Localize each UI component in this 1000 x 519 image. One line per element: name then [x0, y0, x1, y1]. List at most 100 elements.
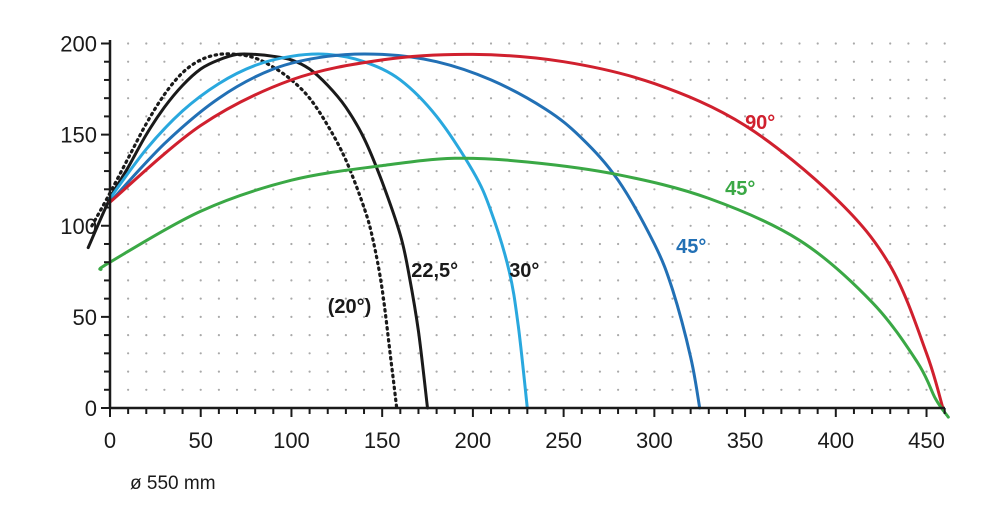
grid-dot — [562, 315, 565, 318]
grid-dot — [653, 206, 656, 209]
grid-dot — [489, 279, 493, 282]
grid-dot — [943, 97, 946, 100]
grid-dot — [834, 170, 837, 173]
grid-dot — [326, 242, 329, 246]
grid-dot — [489, 297, 493, 300]
grid-dot — [381, 151, 384, 154]
grid-dot — [235, 315, 239, 318]
grid-dot — [471, 352, 474, 355]
grid-dot — [544, 97, 547, 100]
grid-dot — [163, 133, 166, 136]
grid-dot — [508, 60, 511, 63]
grid-dot — [127, 115, 130, 118]
grid-dot — [453, 352, 456, 355]
grid-dot — [471, 315, 474, 318]
grid-dot — [671, 279, 674, 282]
grid-dot — [235, 78, 239, 81]
grid-dot — [272, 151, 275, 154]
grid-dot — [217, 261, 220, 264]
grid-dot — [489, 115, 493, 118]
grid-dot — [889, 60, 892, 63]
grid-dot — [671, 170, 674, 173]
grid-dot — [290, 279, 293, 282]
grid-dot — [489, 188, 493, 191]
grid-dot — [544, 352, 547, 355]
grid-dot — [362, 388, 366, 391]
grid-dot — [889, 352, 892, 355]
grid-dot — [617, 206, 620, 209]
grid-dot — [762, 388, 765, 391]
grid-dot — [707, 370, 710, 373]
grid-dot — [526, 115, 529, 118]
grid-dot — [199, 334, 202, 337]
grid-dot — [489, 224, 493, 227]
grid-dot — [580, 370, 583, 373]
grid-dot — [235, 97, 239, 100]
grid-dot — [417, 188, 420, 191]
grid-dot — [671, 42, 674, 45]
grid-dot — [852, 170, 856, 173]
grid-dot — [199, 370, 202, 373]
grid-dot — [453, 297, 456, 300]
grid-dot — [780, 297, 783, 300]
grid-dot — [762, 115, 765, 118]
grid-dot — [254, 42, 257, 45]
grid-dot — [254, 151, 257, 154]
grid-dot — [417, 388, 420, 391]
grid-dot — [181, 315, 184, 318]
grid-dot — [580, 60, 583, 63]
grid-dot — [272, 370, 275, 373]
grid-dot — [834, 188, 837, 191]
grid-dot — [163, 261, 166, 264]
grid-dot — [199, 188, 202, 191]
grid-dot — [562, 334, 565, 337]
grid-dot — [689, 315, 692, 318]
grid-dot — [127, 188, 130, 191]
grid-dot — [689, 170, 692, 173]
grid-dot — [417, 115, 420, 118]
grid-dot — [344, 297, 347, 300]
grid-dot — [362, 115, 366, 118]
grid-dot — [308, 388, 311, 391]
grid-dot — [145, 206, 148, 209]
grid-dot — [907, 334, 910, 337]
grid-dot — [217, 334, 220, 337]
grid-dot — [780, 42, 783, 45]
grid-dot — [617, 170, 620, 173]
grid-dot — [508, 42, 511, 45]
grid-dot — [725, 188, 729, 191]
grid-dot — [326, 261, 329, 264]
grid-dot — [925, 206, 928, 209]
grid-dot — [254, 297, 257, 300]
grid-dot — [671, 151, 674, 154]
grid-dot — [653, 315, 656, 318]
grid-dot — [798, 151, 801, 154]
grid-dot — [308, 115, 311, 118]
grid-dot — [852, 352, 856, 355]
grid-dot — [145, 315, 148, 318]
grid-dot — [544, 133, 547, 136]
grid-dot — [617, 151, 620, 154]
grid-dot — [344, 279, 347, 282]
grid-dot — [508, 133, 511, 136]
grid-dot — [798, 42, 801, 45]
grid-dot — [453, 188, 456, 191]
grid-dot — [907, 297, 910, 300]
grid-dot — [272, 279, 275, 282]
grid-dot — [816, 151, 819, 154]
grid-dot — [744, 151, 747, 154]
grid-dot — [344, 115, 347, 118]
grid-dot — [163, 206, 166, 209]
diameter-caption: ø 550 mm — [130, 473, 216, 494]
grid-dot — [617, 352, 620, 355]
grid-dot — [707, 206, 710, 209]
grid-dot — [598, 151, 602, 154]
grid-dot — [943, 334, 946, 337]
grid-dot — [526, 42, 529, 45]
grid-dot — [798, 352, 801, 355]
grid-dot — [326, 206, 329, 209]
grid-dot — [562, 115, 565, 118]
grid-dot — [943, 151, 946, 154]
grid-dot — [834, 42, 837, 45]
grid-dot — [417, 224, 420, 227]
